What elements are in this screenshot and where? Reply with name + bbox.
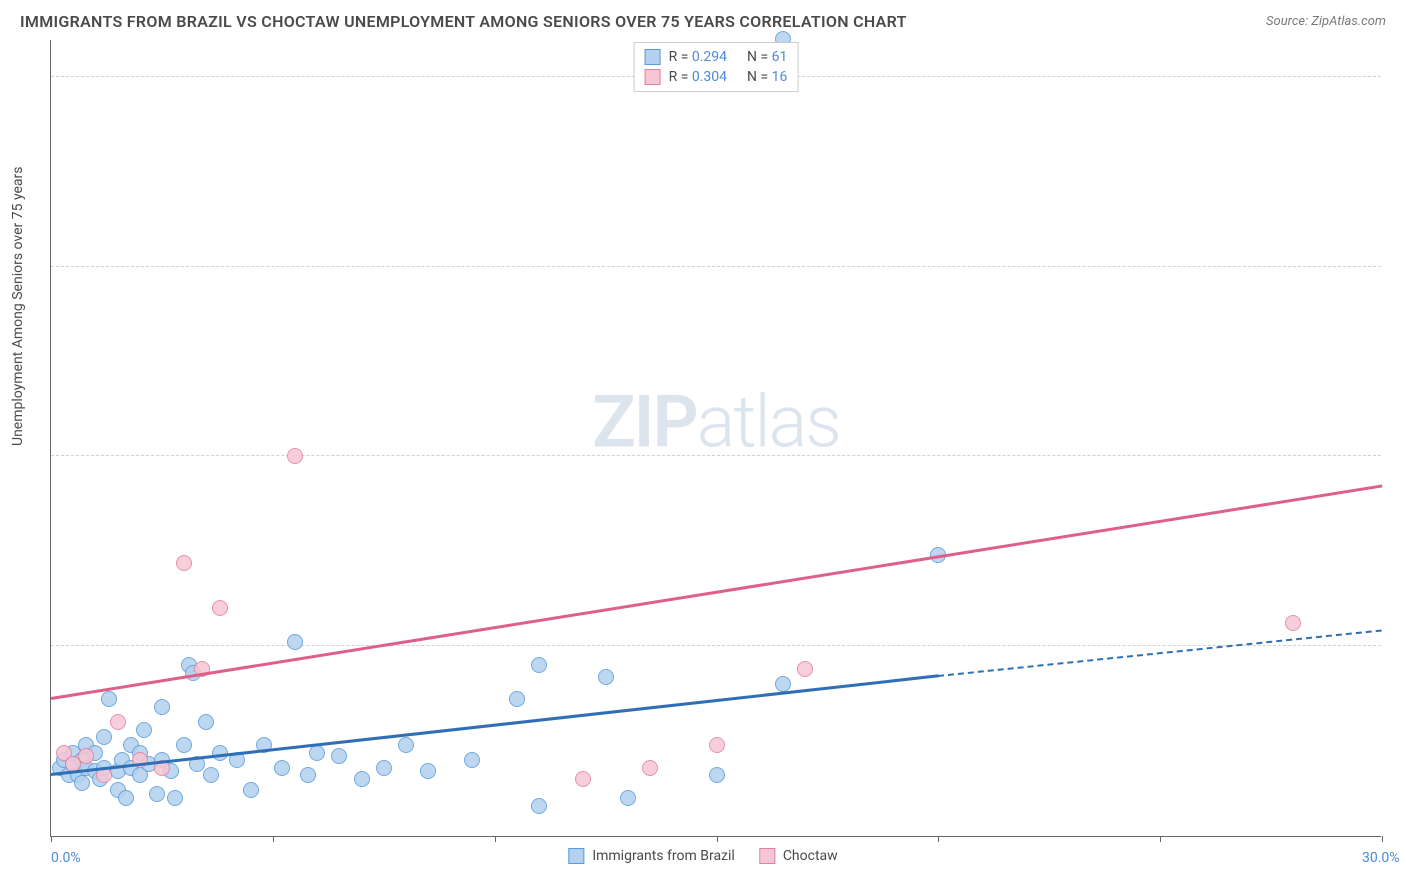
data-point [198, 714, 214, 730]
data-point [464, 752, 480, 768]
data-point [74, 775, 90, 791]
x-tick [273, 836, 274, 842]
data-point [243, 782, 259, 798]
gridline [51, 645, 1381, 646]
r-stat: R = 0.304 [669, 69, 727, 85]
scatter-chart: ZIPatlas R = 0.294N = 61R = 0.304N = 16 … [50, 40, 1381, 837]
data-point [176, 555, 192, 571]
legend-label: Choctaw [783, 848, 838, 864]
data-point [110, 714, 126, 730]
data-point [420, 763, 436, 779]
data-point [1285, 615, 1301, 631]
data-point [154, 699, 170, 715]
data-point [167, 790, 183, 806]
data-point [274, 760, 290, 776]
data-point [212, 600, 228, 616]
legend-item: Choctaw [759, 848, 838, 864]
x-tick-label: 30.0% [1362, 850, 1400, 866]
r-stat: R = 0.294 [669, 49, 727, 65]
legend-stat-row: R = 0.294 N = 61 [645, 47, 788, 67]
x-tick [495, 836, 496, 842]
data-point [398, 737, 414, 753]
data-point [287, 634, 303, 650]
data-point [376, 760, 392, 776]
n-stat: N = 61 [747, 49, 787, 65]
data-point [642, 760, 658, 776]
source-label: Source: ZipAtlas.com [1266, 14, 1386, 29]
data-point [176, 737, 192, 753]
legend-label: Immigrants from Brazil [592, 848, 735, 864]
legend-swatch [645, 49, 661, 65]
data-point [118, 790, 134, 806]
data-point [531, 798, 547, 814]
data-point [78, 748, 94, 764]
legend-stat-row: R = 0.304 N = 16 [645, 67, 788, 87]
n-stat: N = 16 [747, 69, 787, 85]
data-point [620, 790, 636, 806]
watermark: ZIPatlas [592, 380, 840, 465]
data-point [531, 657, 547, 673]
x-tick [938, 836, 939, 842]
data-point [136, 722, 152, 738]
legend-bottom: Immigrants from Brazil Choctaw [568, 848, 837, 864]
trend-line [51, 484, 1382, 699]
legend-item: Immigrants from Brazil [568, 848, 735, 864]
data-point [287, 448, 303, 464]
x-tick-label: 0.0% [51, 850, 81, 866]
data-point [331, 748, 347, 764]
legend-stats: R = 0.294 N = 61 R = 0.304 N = 16 [634, 42, 799, 92]
x-tick [717, 836, 718, 842]
data-point [509, 691, 525, 707]
legend-swatch [645, 69, 661, 85]
trend-line [51, 674, 939, 775]
data-point [354, 771, 370, 787]
x-tick [1382, 836, 1383, 842]
data-point [575, 771, 591, 787]
legend-swatch [568, 848, 584, 864]
data-point [309, 745, 325, 761]
data-point [96, 729, 112, 745]
data-point [300, 767, 316, 783]
gridline [51, 455, 1381, 456]
legend-swatch [759, 848, 775, 864]
x-tick [51, 836, 52, 842]
y-axis-label: Unemployment Among Seniors over 75 years [10, 167, 26, 447]
data-point [101, 691, 117, 707]
chart-title: IMMIGRANTS FROM BRAZIL VS CHOCTAW UNEMPL… [20, 12, 907, 31]
data-point [709, 767, 725, 783]
trend-line-dashed [938, 629, 1382, 677]
chart-header: IMMIGRANTS FROM BRAZIL VS CHOCTAW UNEMPL… [20, 12, 1386, 31]
data-point [797, 661, 813, 677]
data-point [149, 786, 165, 802]
x-tick [1160, 836, 1161, 842]
data-point [598, 669, 614, 685]
data-point [203, 767, 219, 783]
gridline [51, 266, 1381, 267]
data-point [709, 737, 725, 753]
data-point [775, 676, 791, 692]
